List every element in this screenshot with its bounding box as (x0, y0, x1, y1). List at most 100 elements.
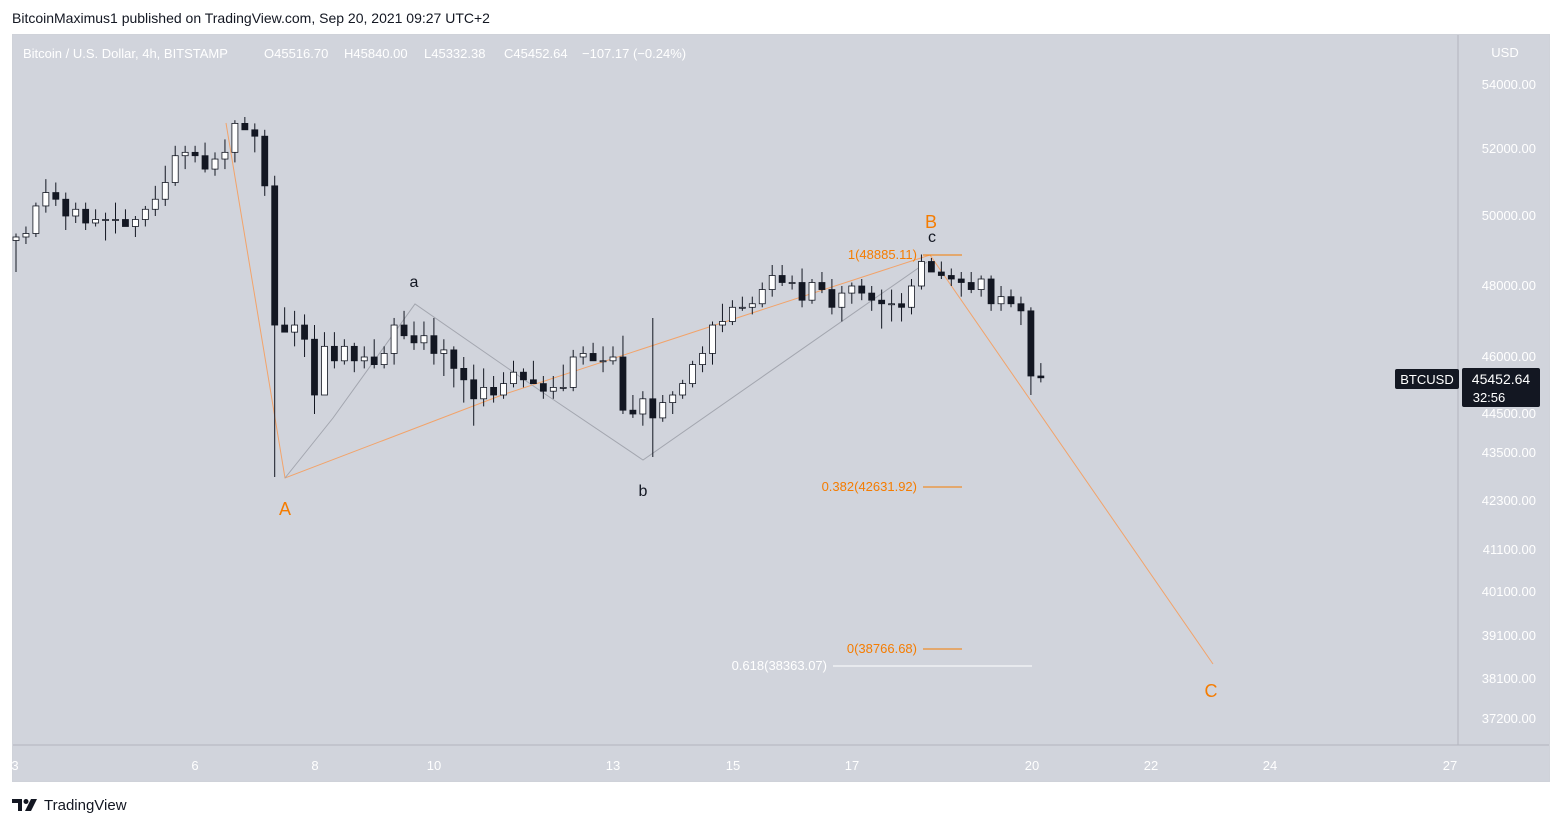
candle[interactable] (520, 368, 527, 388)
candle[interactable] (271, 175, 279, 477)
candle[interactable] (510, 360, 517, 388)
candle[interactable] (957, 272, 965, 297)
candle[interactable] (440, 339, 448, 376)
candle[interactable] (629, 395, 637, 418)
candle[interactable] (848, 282, 856, 304)
tradingview-logo-icon[interactable] (12, 798, 38, 812)
candle[interactable] (699, 346, 706, 373)
candle[interactable] (370, 339, 378, 369)
candle[interactable] (231, 120, 239, 163)
candle[interactable] (798, 268, 806, 308)
candle[interactable] (112, 202, 119, 234)
candle[interactable] (22, 226, 30, 245)
candle[interactable] (1027, 307, 1035, 395)
candle[interactable] (738, 296, 746, 311)
candle[interactable] (251, 123, 259, 153)
candle[interactable] (500, 372, 507, 399)
candle[interactable] (92, 209, 99, 227)
candle[interactable] (42, 179, 50, 213)
candle[interactable] (1037, 363, 1045, 383)
candle[interactable] (241, 117, 249, 131)
candle[interactable] (221, 139, 229, 170)
candle[interactable] (1017, 296, 1025, 326)
candle[interactable] (709, 321, 716, 365)
candle[interactable] (340, 339, 348, 365)
candle[interactable] (470, 364, 478, 426)
candle[interactable] (828, 279, 836, 315)
candle[interactable] (768, 265, 776, 297)
candle[interactable] (410, 321, 418, 350)
candle[interactable] (559, 364, 567, 392)
candle[interactable] (151, 185, 159, 216)
candle[interactable] (838, 286, 846, 322)
candle[interactable] (549, 376, 557, 399)
candle[interactable] (72, 202, 80, 223)
candle[interactable] (350, 342, 358, 373)
candle[interactable] (460, 357, 468, 403)
candle[interactable] (788, 275, 796, 290)
candle[interactable] (579, 346, 587, 365)
candle[interactable] (928, 258, 935, 273)
candle[interactable] (400, 310, 408, 340)
candle[interactable] (977, 275, 985, 297)
candle[interactable] (201, 142, 209, 173)
candle[interactable] (360, 346, 368, 369)
candle[interactable] (689, 360, 696, 388)
candle[interactable] (908, 279, 915, 315)
candle[interactable] (987, 275, 995, 311)
candle[interactable] (609, 346, 617, 365)
candle[interactable] (967, 272, 975, 294)
candle[interactable] (430, 317, 438, 365)
candle[interactable] (589, 342, 597, 362)
candle[interactable] (878, 289, 886, 329)
candle[interactable] (380, 346, 388, 369)
candle[interactable] (301, 314, 308, 357)
candle[interactable] (530, 360, 537, 384)
candle[interactable] (82, 202, 90, 230)
candle[interactable] (311, 325, 318, 414)
candle[interactable] (997, 286, 1005, 311)
candle[interactable] (102, 212, 109, 241)
candle[interactable] (122, 209, 129, 227)
candle[interactable] (181, 145, 189, 170)
candle[interactable] (898, 293, 905, 322)
candle[interactable] (131, 216, 139, 237)
candle[interactable] (888, 289, 895, 322)
candle[interactable] (291, 310, 299, 347)
candle[interactable] (191, 145, 199, 163)
candle[interactable] (748, 296, 756, 315)
footer-brand[interactable]: TradingView (44, 796, 127, 814)
candle[interactable] (659, 395, 667, 422)
candle[interactable] (947, 268, 955, 287)
candle[interactable] (1007, 289, 1015, 308)
candle[interactable] (679, 379, 687, 399)
candle[interactable] (539, 376, 547, 399)
candle[interactable] (281, 307, 289, 333)
candle[interactable] (141, 205, 149, 227)
candle[interactable] (62, 192, 70, 230)
candle[interactable] (390, 317, 398, 365)
candle[interactable] (12, 233, 20, 273)
candle[interactable] (171, 145, 179, 186)
candle[interactable] (649, 317, 657, 457)
candle[interactable] (569, 349, 577, 392)
candle[interactable] (52, 182, 60, 206)
candle[interactable] (480, 368, 488, 407)
candle[interactable] (639, 391, 647, 426)
candle[interactable] (818, 272, 826, 294)
candle[interactable] (669, 391, 677, 414)
candle[interactable] (450, 346, 458, 388)
candle[interactable] (868, 286, 876, 311)
candle[interactable] (729, 300, 736, 326)
time-axis-area[interactable] (13, 745, 1549, 781)
candle[interactable] (937, 261, 945, 280)
candle[interactable] (719, 303, 726, 333)
candle[interactable] (420, 321, 428, 350)
candle[interactable] (778, 265, 786, 286)
plot-area[interactable] (13, 35, 1458, 745)
candle[interactable] (161, 165, 169, 206)
candle[interactable] (490, 376, 498, 403)
candle[interactable] (619, 335, 627, 414)
candle[interactable] (261, 129, 269, 196)
